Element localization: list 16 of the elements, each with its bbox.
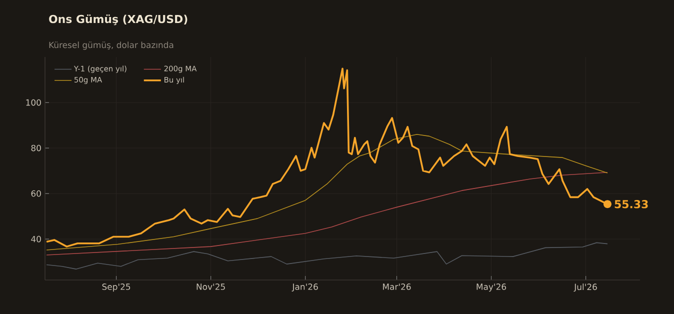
line-series (46, 134, 608, 250)
chart-title: Ons Gümüş (XAG/USD) (49, 14, 188, 26)
y-tick-label: 40 (31, 236, 41, 242)
line-series (46, 242, 608, 270)
line-series (46, 172, 608, 256)
x-tick-label: Jul'26 (574, 284, 597, 292)
y-tick-label: 100 (26, 99, 41, 106)
y-tick-label: 60 (31, 190, 41, 197)
x-tick-label: Mar'26 (383, 284, 411, 290)
x-tick-label: Sep'25 (102, 284, 130, 292)
x-tick-label: Jan'26 (292, 284, 318, 292)
x-tick-label: May'26 (476, 284, 506, 292)
x-tick-label: Nov'25 (196, 284, 225, 290)
chart-subtitle: Küresel gümüş, dolar bazında (49, 42, 174, 50)
y-tick-label: 80 (31, 144, 41, 152)
annotation: 55.33 (614, 200, 648, 208)
